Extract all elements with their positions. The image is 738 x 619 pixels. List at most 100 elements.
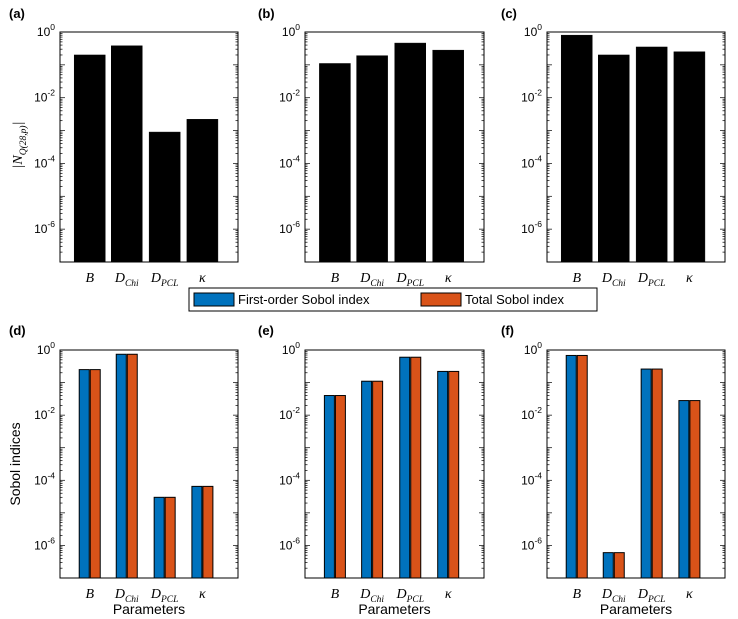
y-tick-label: 10-6 [34, 219, 55, 236]
axes-box [304, 349, 485, 579]
y-tick-label: 100 [282, 340, 300, 357]
bar-total [334, 395, 346, 579]
x-tick-label: DPCL [395, 587, 424, 605]
bar-first-order [565, 354, 577, 579]
x-tick-label: κ [199, 587, 206, 602]
x-tick-label: B [85, 587, 94, 602]
x-tick-label: B [331, 271, 340, 286]
axes-box [546, 349, 726, 579]
x-tick-label: DChi [601, 587, 626, 605]
panel-e: (e) B DChi DPCL κ 10-6 10-4 10-2 100 Parameters [258, 323, 485, 617]
bar [560, 34, 593, 263]
bar-total [689, 400, 701, 579]
y-tick-label: 10-2 [521, 88, 542, 105]
bar [73, 54, 106, 263]
panel-label: (c) [501, 6, 517, 21]
y-tick-label: 100 [37, 22, 55, 39]
y-axis-label: |NQ(28,p)| [11, 122, 29, 169]
bar-first-order [115, 353, 127, 579]
panel-label: (a) [9, 6, 25, 21]
x-axis-label: Parameters [113, 601, 185, 617]
bar [673, 51, 706, 263]
panel-a: (a) B DChi DPCL κ 10-6 10-4 10-2 100 |NQ(28,p)| [9, 6, 239, 289]
y-tick-label: 10-2 [279, 88, 300, 105]
panel-label: (b) [258, 6, 275, 21]
bar-total [126, 353, 138, 579]
bar-total [448, 370, 460, 579]
x-tick-label: DChi [359, 271, 384, 289]
x-tick-label: κ [199, 271, 206, 286]
bar-first-order [602, 552, 614, 579]
bar-first-order [78, 369, 90, 579]
y-tick-label: 10-2 [521, 405, 542, 422]
legend-label: First-order Sobol index [238, 292, 370, 307]
x-tick-label: κ [445, 587, 452, 602]
axes-box [59, 349, 239, 579]
y-tick-label: 10-4 [279, 153, 300, 170]
x-tick-label: DPCL [637, 271, 666, 289]
x-tick-label: B [572, 587, 581, 602]
panel-c: (c) B DChi DPCL κ 10-6 10-4 10-2 100 [501, 6, 726, 289]
y-tick-label: 100 [524, 22, 542, 39]
bar [186, 119, 219, 263]
bar [598, 54, 630, 263]
x-tick-label: κ [445, 271, 452, 286]
axes-box [59, 31, 239, 263]
bar-first-order [437, 370, 449, 579]
bar [432, 49, 464, 263]
x-tick-label: DChi [114, 587, 139, 605]
bar-total [372, 380, 384, 579]
x-axis-label: Parameters [600, 601, 672, 617]
legend-swatch-first-order [193, 292, 235, 307]
y-tick-label: 10-6 [279, 219, 300, 236]
x-tick-label: DChi [359, 587, 384, 605]
y-tick-label: 10-2 [279, 405, 300, 422]
y-tick-label: 100 [37, 340, 55, 357]
x-tick-label: B [85, 271, 94, 286]
x-tick-label: B [572, 271, 581, 286]
x-tick-label: B [331, 587, 340, 602]
panel-b: (b) B DChi DPCL κ 10-6 10-4 10-2 100 [258, 6, 485, 289]
bar-total [576, 354, 588, 579]
x-tick-label: DChi [114, 271, 139, 289]
bar-first-order [153, 496, 165, 579]
bar-total [89, 369, 101, 579]
panel-d: (d) B DChi DPCL κ 10-6 10-4 10-2 100 Parameters So… [7, 323, 239, 617]
bar [635, 46, 668, 263]
legend-label: Total Sobol index [465, 292, 565, 307]
bar-first-order [640, 368, 652, 579]
x-tick-label: DChi [601, 271, 626, 289]
panel-label: (d) [9, 323, 26, 338]
bar-first-order [399, 356, 411, 579]
bar [356, 55, 388, 263]
y-tick-label: 10-2 [34, 88, 55, 105]
panel-f: (f) B DChi DPCL κ 10-6 10-4 10-2 100 Parameters [501, 323, 726, 617]
x-tick-label: κ [686, 271, 693, 286]
bar-first-order [191, 485, 203, 579]
bar-first-order [361, 380, 373, 579]
y-tick-label: 10-4 [521, 470, 542, 487]
x-axis-label: Parameters [358, 601, 430, 617]
x-tick-label: DPCL [150, 271, 179, 289]
y-tick-label: 10-4 [34, 470, 55, 487]
legend-box [188, 287, 598, 312]
axes-box [304, 31, 485, 263]
bar [319, 63, 351, 263]
bar-first-order [323, 395, 335, 579]
y-tick-label: 100 [282, 22, 300, 39]
panel-label: (e) [258, 323, 274, 338]
legend: First-order Sobol index Total Sobol index [188, 287, 598, 312]
bar-total [651, 368, 663, 579]
y-axis-label: Sobol indices [7, 422, 23, 505]
y-tick-label: 10-6 [34, 535, 55, 552]
y-tick-label: 10-4 [279, 470, 300, 487]
bar [394, 42, 427, 263]
x-tick-label: DPCL [637, 587, 666, 605]
legend-swatch-total [420, 292, 462, 307]
y-tick-label: 10-2 [34, 405, 55, 422]
y-tick-label: 10-4 [521, 153, 542, 170]
bar [148, 131, 181, 263]
bar [111, 45, 143, 263]
x-tick-label: κ [686, 587, 693, 602]
